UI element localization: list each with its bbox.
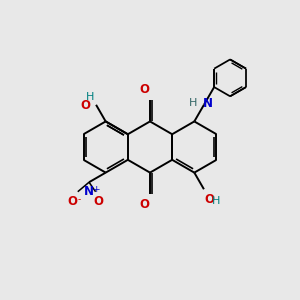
Text: N: N (84, 185, 94, 198)
Text: H: H (212, 196, 220, 206)
Text: O: O (94, 195, 103, 208)
Text: -: - (78, 195, 81, 204)
Text: H: H (189, 98, 197, 108)
Text: N: N (202, 97, 212, 110)
Text: +: + (92, 185, 99, 194)
Text: H: H (86, 92, 94, 102)
Text: O: O (205, 193, 214, 206)
Text: O: O (80, 99, 90, 112)
Text: O: O (68, 195, 78, 208)
Text: O: O (140, 83, 150, 96)
Text: O: O (140, 198, 150, 211)
